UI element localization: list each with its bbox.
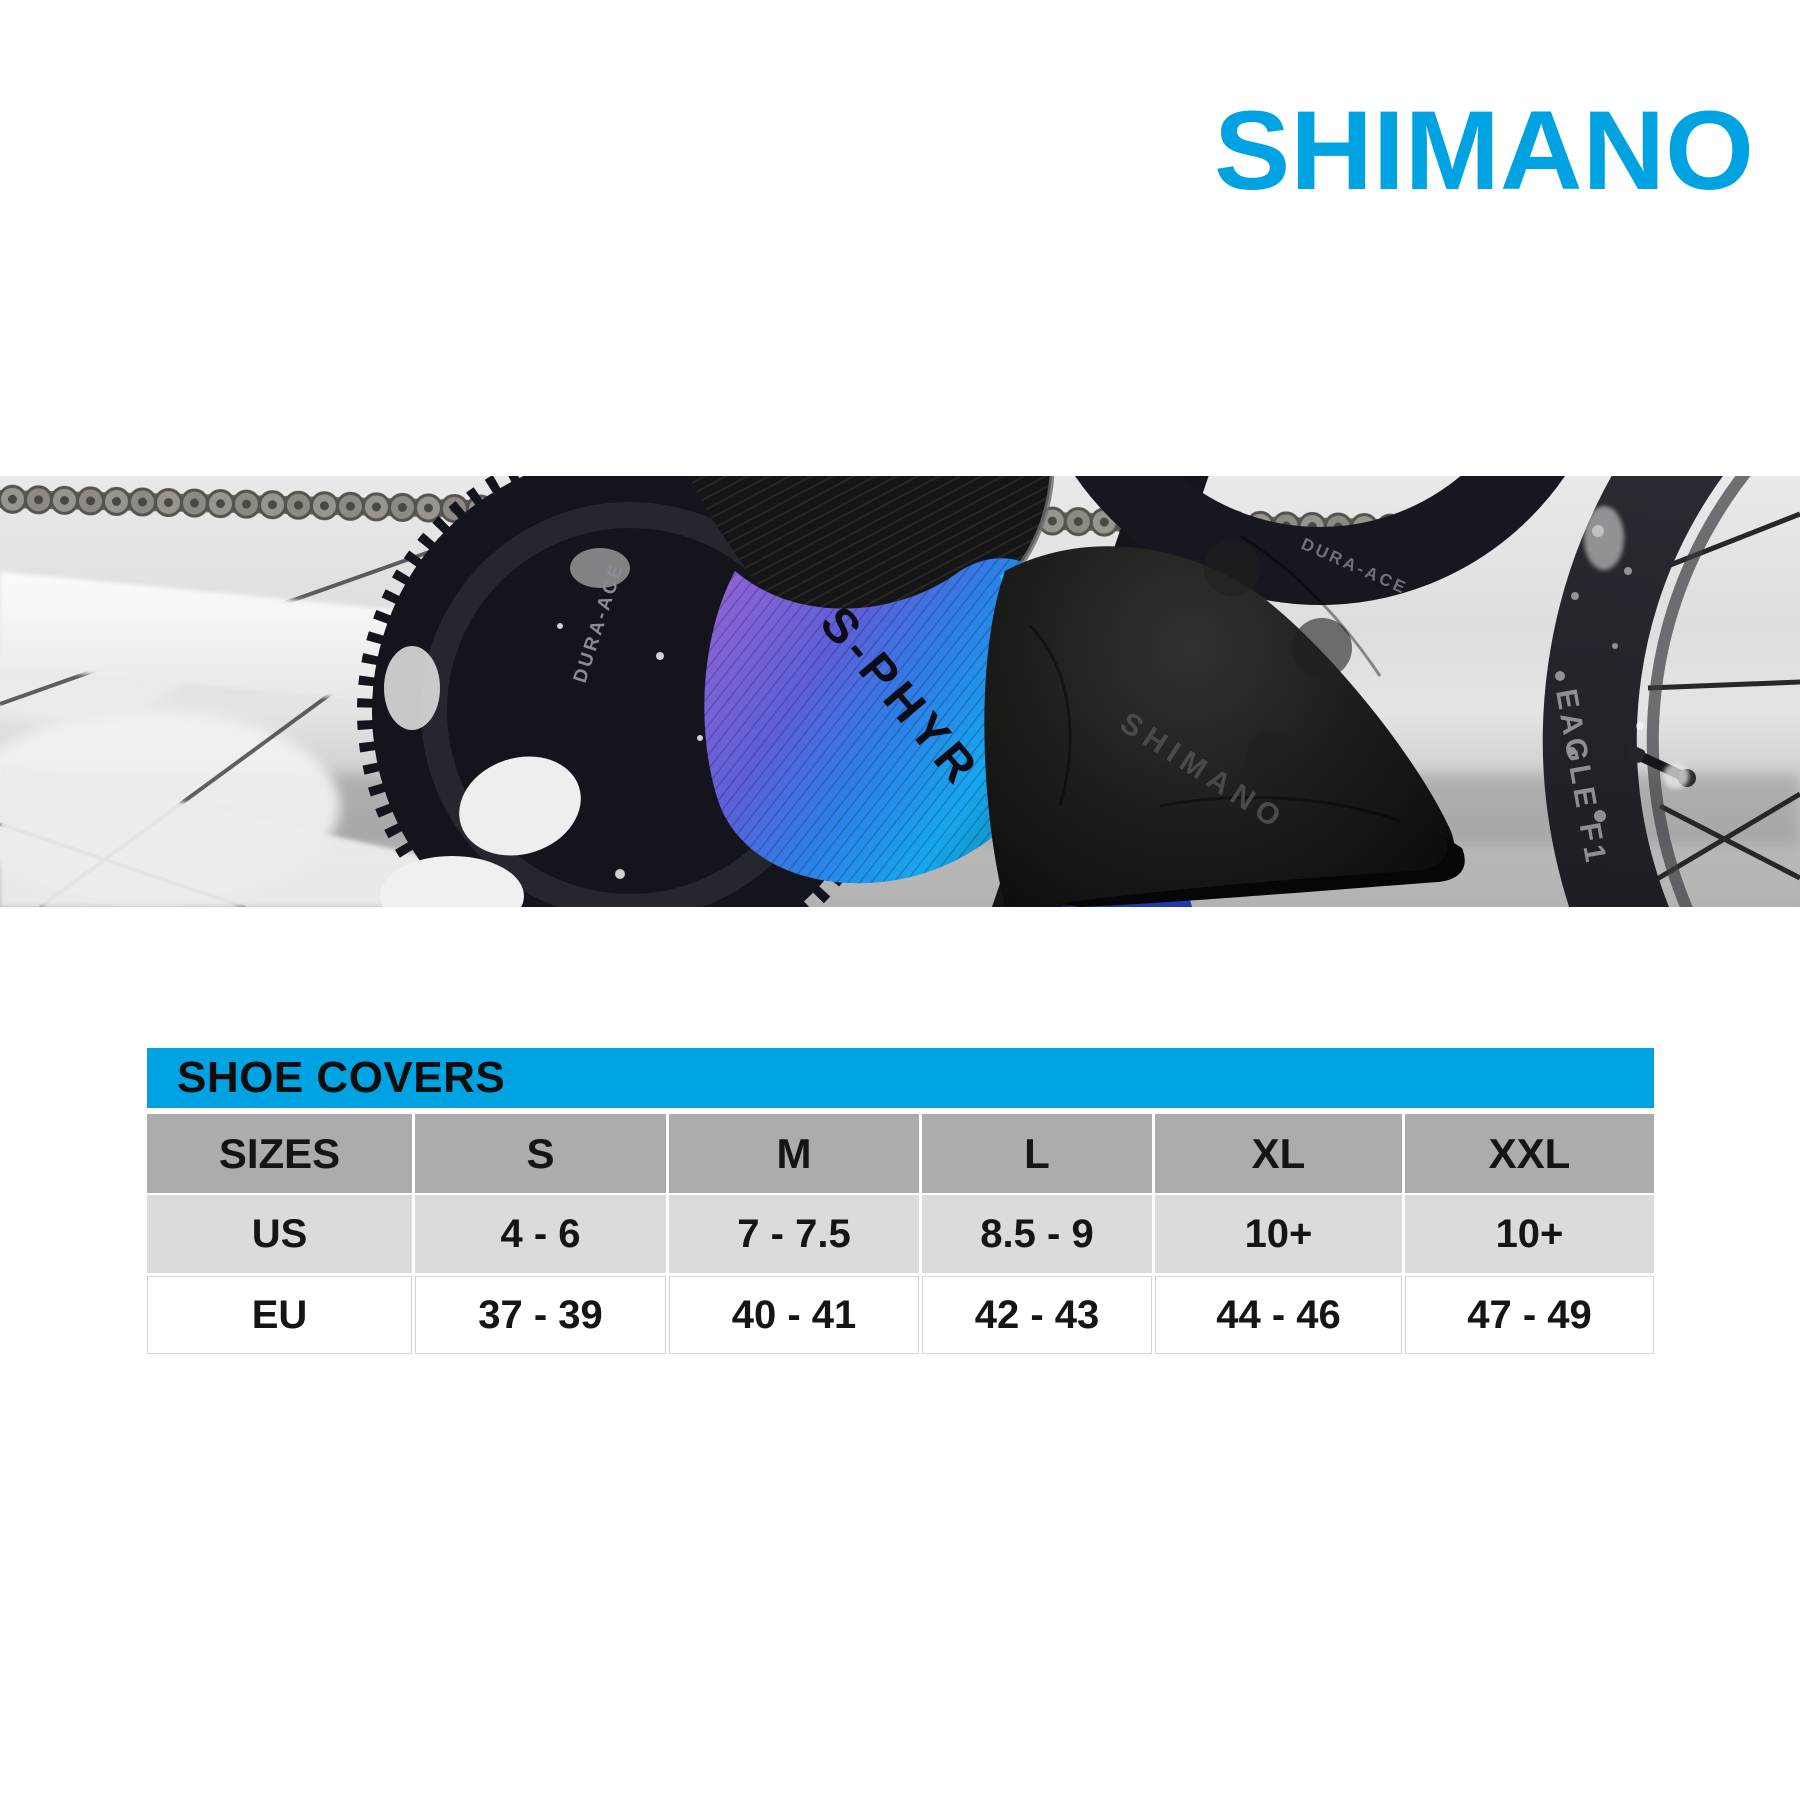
front-wheel: EAGLE F1 [1542,476,1800,907]
size-chart-table: SIZES S M L XL XXL US 4 - 6 7 - 7.5 8.5 … [147,1114,1654,1354]
us-size-cell: 7 - 7.5 [669,1195,919,1273]
header-cell-xxl: XXL [1405,1114,1654,1193]
cover-dimples [1204,540,1352,784]
header-cell-l: L [922,1114,1152,1193]
eu-size-cell: 40 - 41 [669,1276,919,1354]
us-size-cell: 8.5 - 9 [922,1195,1152,1273]
row-label-us: US [147,1195,412,1273]
size-chart-title: SHOE COVERS [177,1053,506,1102]
cover-wrinkles [1028,534,1401,823]
header-cell-m: M [669,1114,919,1193]
us-size-cell: 4 - 6 [415,1195,666,1273]
eu-size-cell: 44 - 46 [1155,1276,1402,1354]
shimano-logo-svg: SHIMANO [1214,88,1754,213]
shimano-logo: SHIMANO [1210,88,1758,213]
product-photo: DURA-ACE DURA-ACE [0,476,1800,907]
us-size-cell: 10+ [1405,1195,1654,1273]
shimano-logo-text: SHIMANO [1214,101,1754,195]
us-size-cell: 10+ [1155,1195,1402,1273]
snow-speckles-crank [557,623,748,879]
size-chart-title-bar: SHOE COVERS [147,1048,1654,1108]
eu-size-cell: 47 - 49 [1405,1276,1654,1354]
header-cell-xl: XL [1155,1114,1402,1193]
row-label-eu: EU [147,1276,412,1354]
header-cell-s: S [415,1114,666,1193]
eu-size-cell: 37 - 39 [415,1276,666,1354]
shoe-sole [1062,838,1465,907]
shoe-cover: SHIMANO [984,534,1465,907]
spokes-right [1640,511,1800,891]
size-chart: SHOE COVERS SIZES S M L XL XXL US 4 - 6 … [147,1048,1654,1354]
shoe-upper: S-PHYR [704,558,1083,884]
eu-size-cell: 42 - 43 [922,1276,1152,1354]
header-cell-sizes: SIZES [147,1114,412,1193]
